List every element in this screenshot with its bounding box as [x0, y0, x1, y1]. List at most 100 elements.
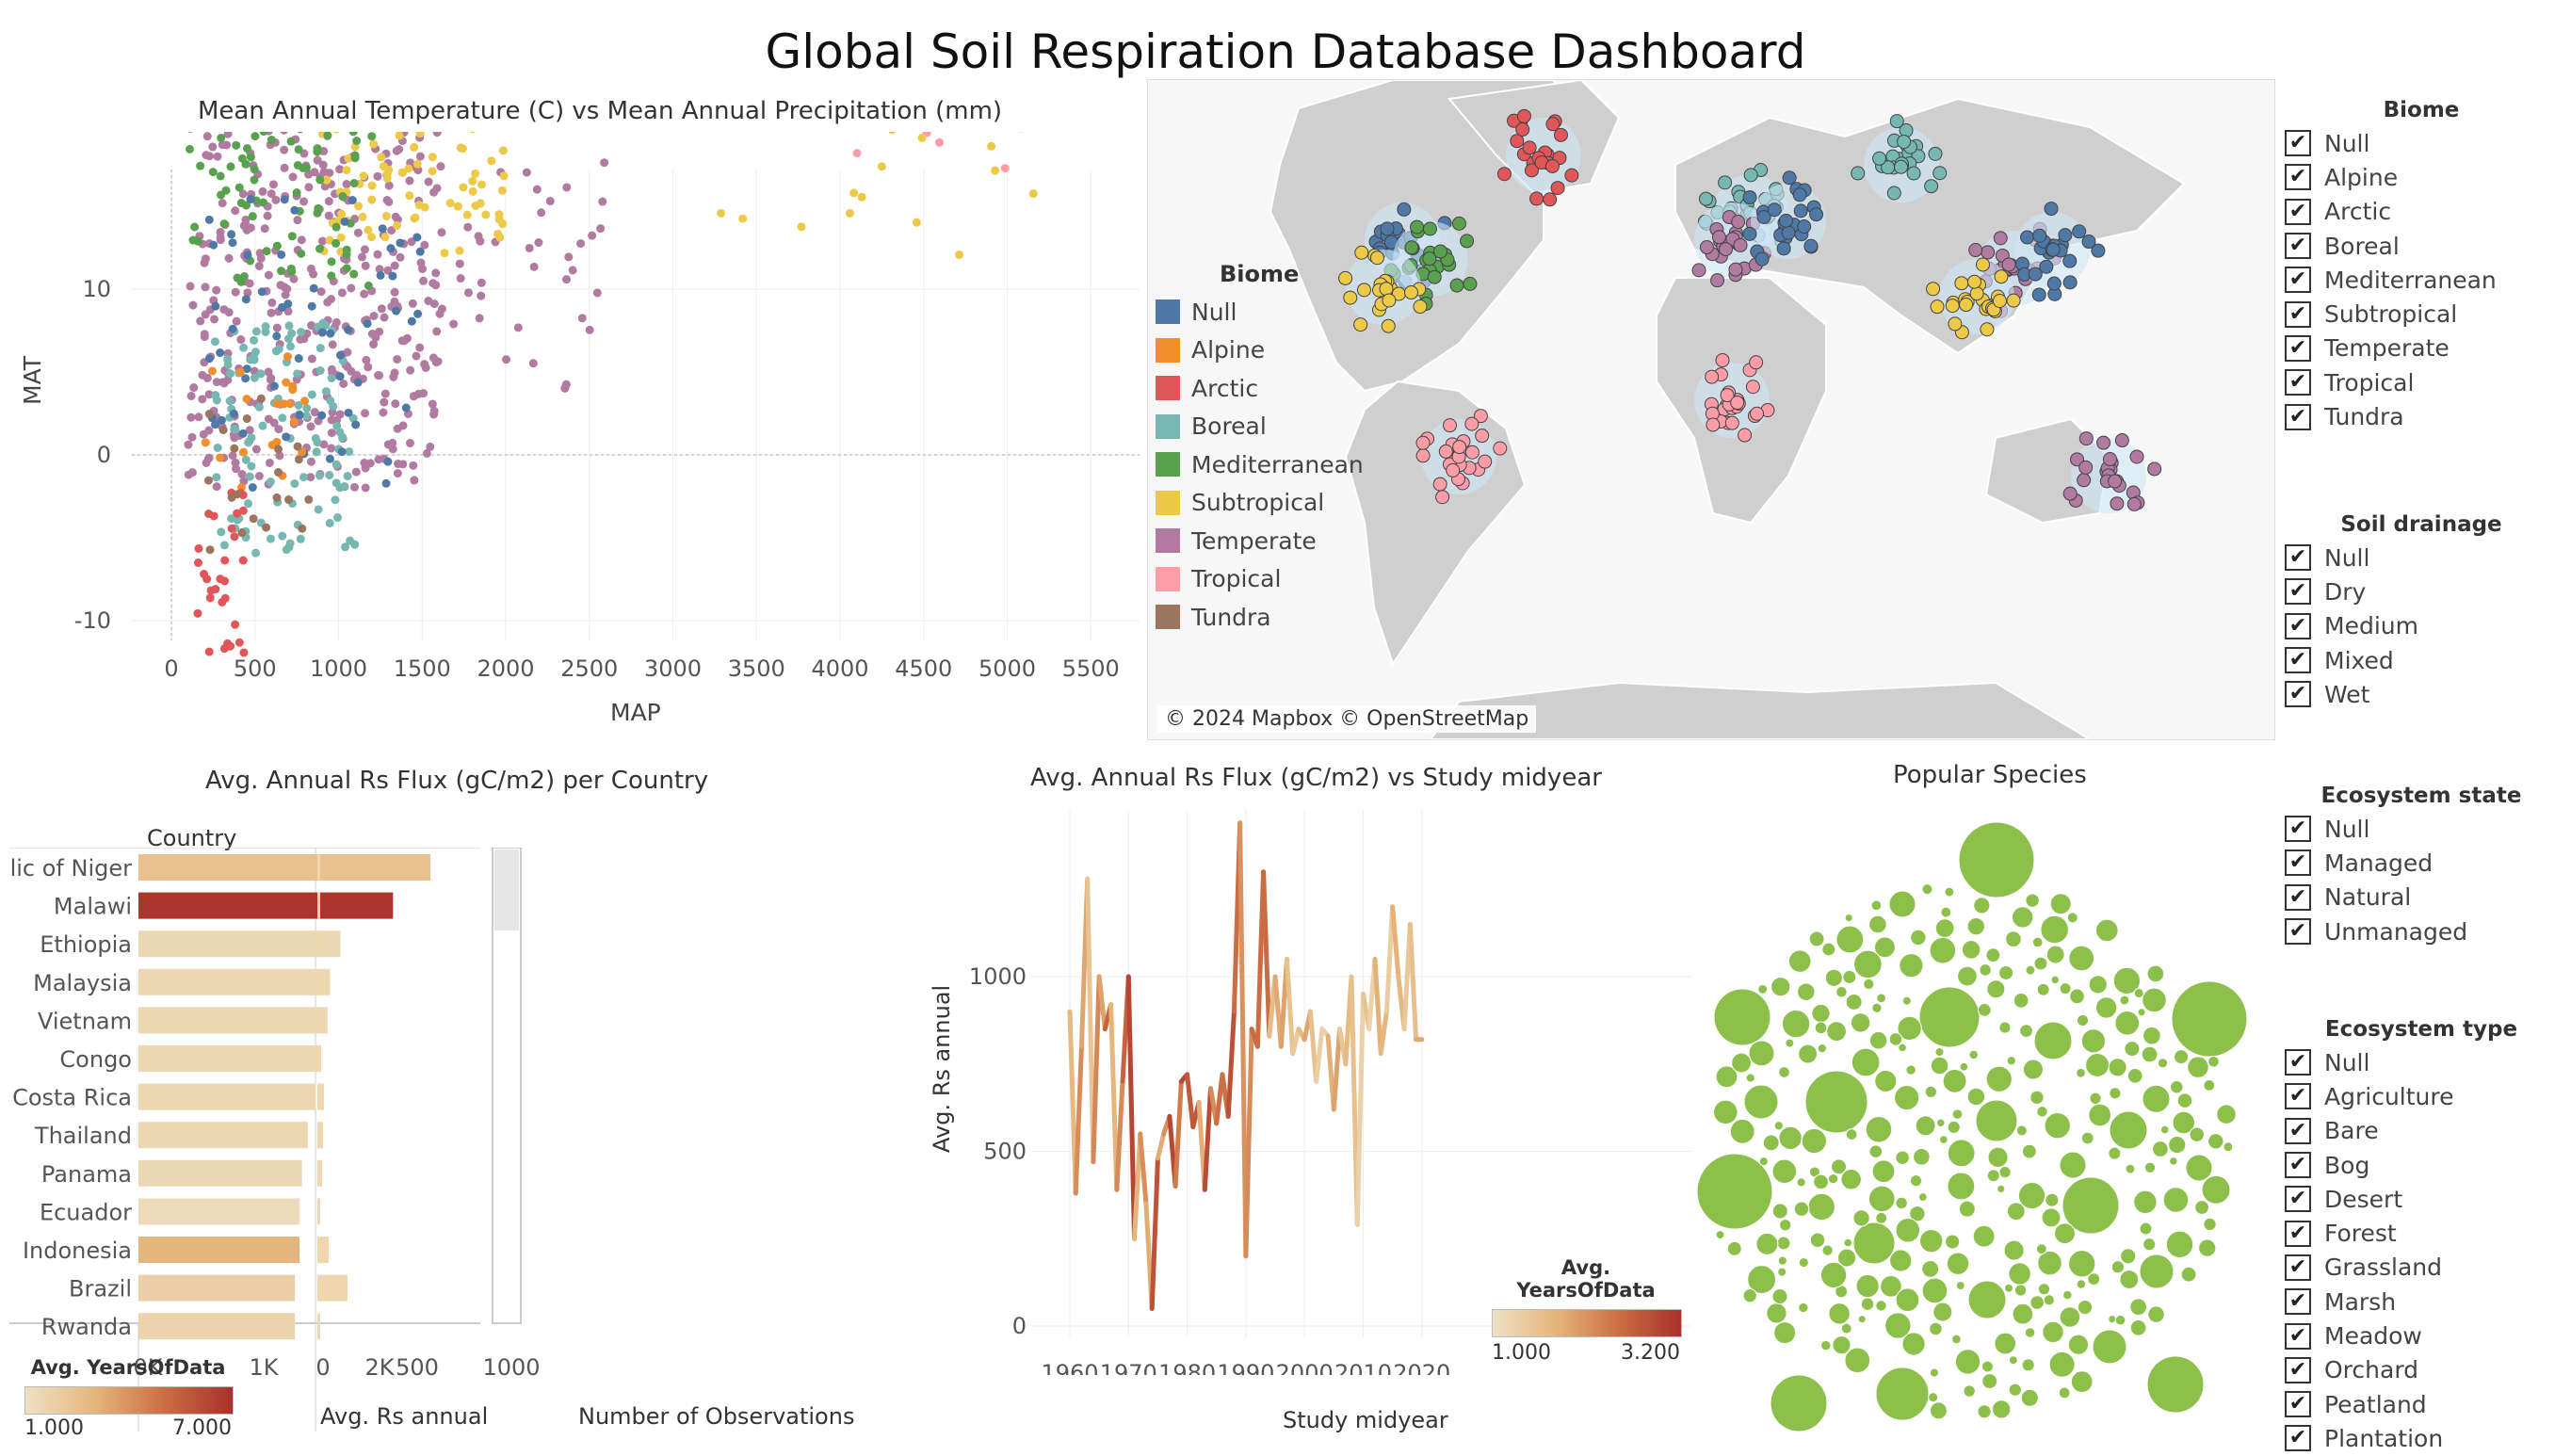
map-legend-item[interactable]: Arctic: [1156, 369, 1364, 408]
filter-option-plantation[interactable]: ✔ Plantation: [2285, 1421, 2571, 1455]
checkbox-checked-icon[interactable]: ✔: [2285, 544, 2311, 572]
map-legend-item[interactable]: Null: [1156, 293, 1364, 332]
checkbox-checked-icon[interactable]: ✔: [2285, 1254, 2311, 1281]
map-legend-item[interactable]: Tundra: [1156, 598, 1364, 637]
checkbox-checked-icon[interactable]: ✔: [2285, 1425, 2311, 1452]
checkbox-checked-icon[interactable]: ✔: [2285, 1288, 2311, 1316]
species-bubble-chart[interactable]: [1686, 801, 2251, 1445]
filter-option-tropical[interactable]: ✔ Tropical: [2285, 365, 2571, 399]
filter-option-bog[interactable]: ✔ Bog: [2285, 1148, 2571, 1182]
checkbox-checked-icon[interactable]: ✔: [2285, 1186, 2311, 1213]
checkbox-checked-icon[interactable]: ✔: [2285, 681, 2311, 708]
world-map[interactable]: © 2024 Mapbox © OpenStreetMap Biome Null…: [1147, 79, 2275, 740]
filter-option-null[interactable]: ✔ Null: [2285, 1045, 2571, 1079]
filter-option-marsh[interactable]: ✔ Marsh: [2285, 1285, 2571, 1318]
map-legend-item[interactable]: Tropical: [1156, 560, 1364, 599]
scatter-point: [267, 298, 277, 307]
checkbox-checked-icon[interactable]: ✔: [2285, 1220, 2311, 1247]
checkbox-checked-icon[interactable]: ✔: [2285, 578, 2311, 606]
filter-option-mediterranean[interactable]: ✔ Mediterranean: [2285, 263, 2571, 297]
checkbox-checked-icon[interactable]: ✔: [2285, 198, 2311, 225]
filter-option-desert[interactable]: ✔ Desert: [2285, 1182, 2571, 1216]
checkbox-checked-icon[interactable]: ✔: [2285, 300, 2311, 328]
species-bubble: [2108, 1058, 2127, 1077]
filter-option-dry[interactable]: ✔ Dry: [2285, 574, 2571, 608]
filter-option-label: Mixed: [2324, 646, 2394, 674]
checkbox-checked-icon[interactable]: ✔: [2285, 1322, 2311, 1350]
map-canvas[interactable]: [1148, 80, 2274, 739]
country-obs-bar: [317, 968, 323, 995]
filter-option-grassland[interactable]: ✔ Grassland: [2285, 1251, 2571, 1285]
species-bubble: [1771, 1287, 1788, 1305]
map-legend-item[interactable]: Alpine: [1156, 332, 1364, 370]
filter-option-managed[interactable]: ✔ Managed: [2285, 846, 2571, 880]
checkbox-checked-icon[interactable]: ✔: [2285, 918, 2311, 946]
map-sample-point: [1928, 146, 1943, 161]
species-bubble: [1808, 930, 1825, 947]
species-bubble: [1875, 1211, 1888, 1224]
checkbox-checked-icon[interactable]: ✔: [2285, 816, 2311, 843]
checkbox-checked-icon[interactable]: ✔: [2285, 130, 2311, 157]
filter-option-null[interactable]: ✔ Null: [2285, 812, 2571, 846]
filter-option-orchard[interactable]: ✔ Orchard: [2285, 1353, 2571, 1387]
filter-option-tundra[interactable]: ✔ Tundra: [2285, 399, 2571, 433]
species-bubble: [1762, 1134, 1780, 1152]
scatter-plot[interactable]: 0 500 1000 1500 2000 2500 3000 3500 4000 4500 5000…: [0, 132, 1158, 744]
filter-option-alpine[interactable]: ✔ Alpine: [2285, 160, 2571, 194]
filter-option-temperate[interactable]: ✔ Temperate: [2285, 332, 2571, 365]
checkbox-checked-icon[interactable]: ✔: [2285, 233, 2311, 260]
checkbox-checked-icon[interactable]: ✔: [2285, 1356, 2311, 1383]
scatter-point: [284, 321, 294, 331]
country-bar-chart[interactable]: Republic of Niger Malawi Ethiopia Malaysia V…: [9, 848, 904, 1432]
checkbox-checked-icon[interactable]: ✔: [2285, 1083, 2311, 1110]
map-sample-points[interactable]: [1338, 108, 2162, 513]
checkbox-checked-icon[interactable]: ✔: [2285, 647, 2311, 674]
species-bubble: [1929, 1321, 1943, 1336]
map-sample-point: [1969, 286, 1984, 301]
filter-option-arctic[interactable]: ✔ Arctic: [2285, 195, 2571, 229]
scatter-point: [537, 208, 546, 218]
checkbox-checked-icon[interactable]: ✔: [2285, 267, 2311, 294]
scatter-point: [293, 442, 302, 451]
filter-option-meadow[interactable]: ✔ Meadow: [2285, 1318, 2571, 1352]
map-sample-point: [1529, 191, 1544, 206]
filter-option-wet[interactable]: ✔ Wet: [2285, 677, 2571, 711]
map-legend-item[interactable]: Temperate: [1156, 522, 1364, 560]
filter-option-null[interactable]: ✔ Null: [2285, 541, 2571, 574]
map-legend-item[interactable]: Subtropical: [1156, 484, 1364, 523]
map-legend-item[interactable]: Mediterranean: [1156, 445, 1364, 484]
checkbox-checked-icon[interactable]: ✔: [2285, 883, 2311, 911]
checkbox-checked-icon[interactable]: ✔: [2285, 334, 2311, 362]
checkbox-checked-icon[interactable]: ✔: [2285, 612, 2311, 639]
species-bubble: [2024, 1327, 2036, 1338]
checkbox-checked-icon[interactable]: ✔: [2285, 1152, 2311, 1179]
filter-option-forest[interactable]: ✔ Forest: [2285, 1216, 2571, 1250]
checkbox-checked-icon[interactable]: ✔: [2285, 1391, 2311, 1418]
checkbox-checked-icon[interactable]: ✔: [2285, 849, 2311, 877]
checkbox-checked-icon[interactable]: ✔: [2285, 1049, 2311, 1076]
checkbox-checked-icon[interactable]: ✔: [2285, 369, 2311, 396]
scatter-points[interactable]: [168, 132, 1070, 744]
checkbox-checked-icon[interactable]: ✔: [2285, 1117, 2311, 1144]
filter-option-medium[interactable]: ✔ Medium: [2285, 609, 2571, 643]
species-bubble: [2012, 906, 2034, 929]
species-bubble: [2159, 1124, 2170, 1135]
country-obs-bar: [317, 1237, 329, 1263]
species-bubble: [1845, 1128, 1858, 1141]
filter-option-boreal[interactable]: ✔ Boreal: [2285, 229, 2571, 263]
filter-option-null[interactable]: ✔ Null: [2285, 126, 2571, 160]
scatter-point: [323, 132, 332, 140]
filter-option-unmanaged[interactable]: ✔ Unmanaged: [2285, 914, 2571, 948]
filter-option-mixed[interactable]: ✔ Mixed: [2285, 643, 2571, 677]
filter-option-bare[interactable]: ✔ Bare: [2285, 1114, 2571, 1148]
scatter-point: [208, 168, 218, 177]
filter-option-natural[interactable]: ✔ Natural: [2285, 881, 2571, 914]
checkbox-checked-icon[interactable]: ✔: [2285, 164, 2311, 191]
filter-option-subtropical[interactable]: ✔ Subtropical: [2285, 297, 2571, 331]
filter-option-agriculture[interactable]: ✔ Agriculture: [2285, 1079, 2571, 1113]
map-legend-item[interactable]: Boreal: [1156, 408, 1364, 446]
species-bubble: [1951, 1334, 1962, 1345]
checkbox-checked-icon[interactable]: ✔: [2285, 403, 2311, 430]
filter-option-peatland[interactable]: ✔ Peatland: [2285, 1387, 2571, 1421]
